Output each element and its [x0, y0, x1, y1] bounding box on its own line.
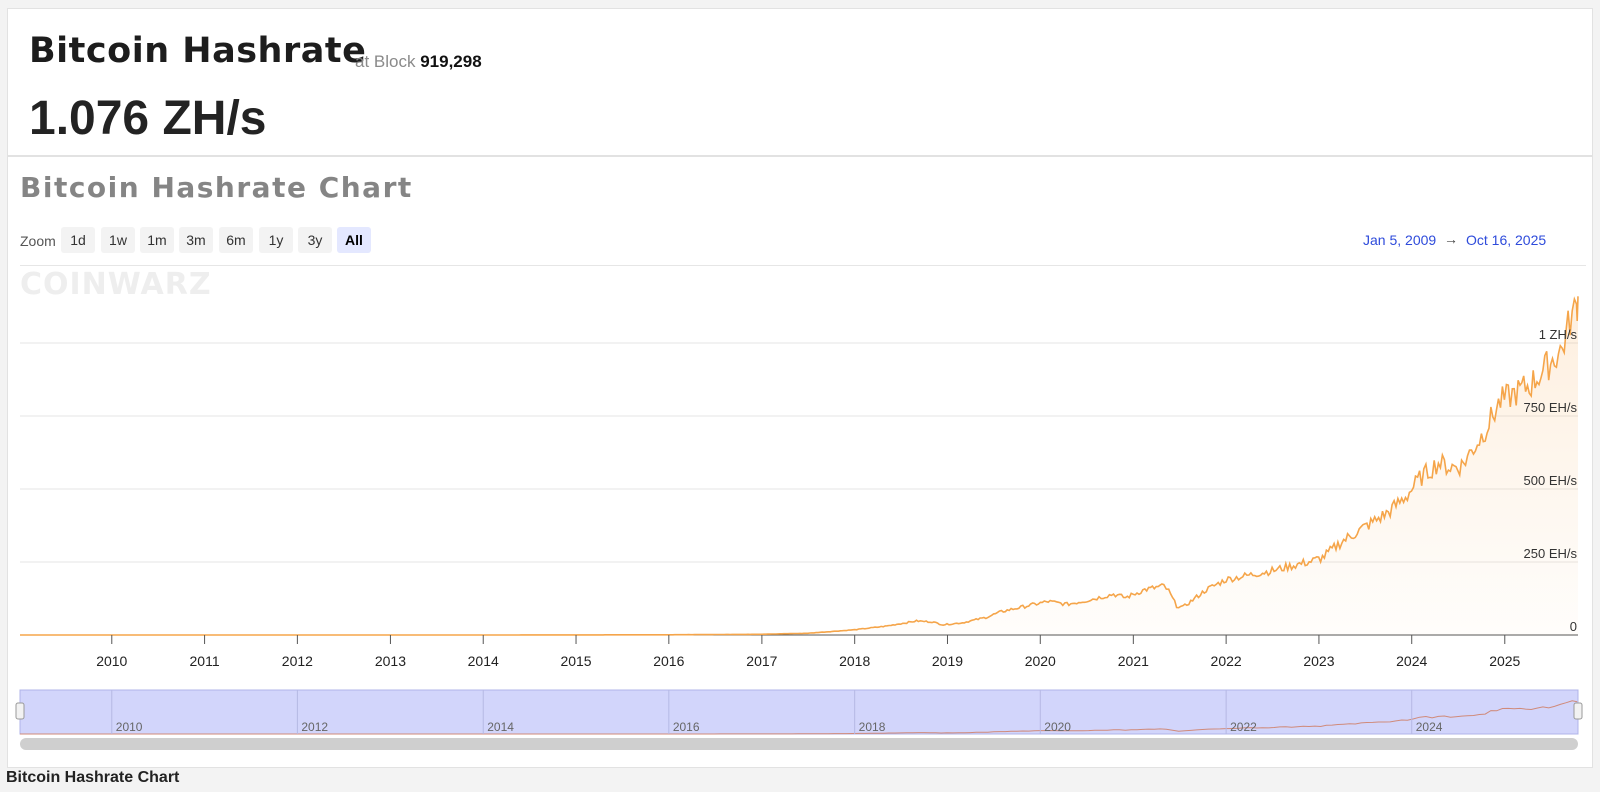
navigator-tick-label: 2020 — [1044, 720, 1071, 734]
block-number: 919,298 — [420, 52, 482, 71]
x-tick-label: 2023 — [1303, 653, 1334, 669]
block-info: at Block 919,298 — [355, 52, 482, 72]
range-from-input[interactable]: Jan 5, 2009 — [1363, 232, 1437, 248]
chart-caption: Bitcoin Hashrate Chart — [6, 769, 180, 786]
x-tick-label: 2016 — [653, 653, 684, 669]
navigator-line — [20, 700, 1578, 735]
x-tick-label: 2017 — [746, 653, 777, 669]
page-title: Bitcoin Hashrate — [29, 31, 367, 71]
navigator[interactable]: 2010 2012 2014 2016 2018 2020 2022 2024 — [15, 689, 1583, 750]
y-tick-label: 0 — [1570, 619, 1577, 634]
area-fill — [20, 296, 1578, 635]
navigator-left-handle[interactable] — [15, 702, 25, 720]
navigator-tick-label: 2024 — [1416, 720, 1443, 734]
x-tick-label: 2022 — [1211, 653, 1242, 669]
x-tick-label: 2012 — [282, 653, 313, 669]
x-tick-label: 2021 — [1118, 653, 1149, 669]
x-tick-label: 2013 — [375, 653, 406, 669]
x-tick-label: 2020 — [1025, 653, 1056, 669]
zoom-1m-button[interactable]: 1m — [140, 227, 174, 253]
navigator-tick-label: 2022 — [1230, 720, 1257, 734]
y-tick-label: 750 EH/s — [1524, 400, 1578, 415]
hashrate-line — [20, 296, 1579, 636]
navigator-selection — [19, 689, 1579, 735]
y-tick-label: 1 ZH/s — [1539, 327, 1578, 342]
block-prefix: at Block — [355, 52, 416, 71]
x-tick-label: 2025 — [1489, 653, 1520, 669]
navigator-right-handle[interactable] — [1573, 702, 1583, 720]
zoom-1d-button[interactable]: 1d — [61, 227, 95, 253]
navigator-tick-label: 2018 — [859, 720, 886, 734]
coinwarz-watermark: COINWARZ — [20, 267, 212, 302]
x-tick-label: 2011 — [190, 653, 220, 669]
zoom-3y-button[interactable]: 3y — [298, 227, 332, 253]
toolbar-divider — [20, 265, 1586, 266]
range-to-input[interactable]: Oct 16, 2025 — [1466, 232, 1547, 248]
zoom-6m-button[interactable]: 6m — [219, 227, 253, 253]
plot-area — [20, 296, 1579, 636]
zoom-1y-button[interactable]: 1y — [259, 227, 293, 253]
navigator-tick-label: 2012 — [301, 720, 328, 734]
hashrate-value: 1.076 ZH/s — [29, 92, 267, 145]
zoom-1w-button[interactable]: 1w — [101, 227, 135, 253]
y-tick-label: 250 EH/s — [1524, 546, 1578, 561]
zoom-all-button[interactable]: All — [337, 227, 371, 253]
navigator-tick-label: 2010 — [116, 720, 143, 734]
hashrate-chart: 2010 2011 2012 2013 2014 2015 2016 2017 2018 2019… — [15, 296, 1583, 750]
x-tick-label: 2019 — [932, 653, 963, 669]
x-tick-label: 2015 — [560, 653, 591, 669]
navigator-tick-label: 2014 — [487, 720, 514, 734]
x-tick-label: 2024 — [1396, 653, 1427, 669]
y-axis: 0 250 EH/s 500 EH/s 750 EH/s 1 ZH/s — [1524, 327, 1578, 634]
navigator-tick-label: 2016 — [673, 720, 700, 734]
x-axis: 2010 2011 2012 2013 2014 2015 2016 2017 2018 2019… — [96, 635, 1521, 669]
x-tick-label: 2018 — [839, 653, 870, 669]
zoom-3m-button[interactable]: 3m — [179, 227, 213, 253]
chart-card: Bitcoin Hashrate Chart Zoom 1d 1w 1m 3m … — [7, 156, 1593, 768]
navigator-scrollbar[interactable] — [20, 738, 1578, 750]
x-tick-label: 2010 — [96, 653, 127, 669]
arrow-right-icon: → — [1444, 231, 1458, 247]
y-tick-label: 500 EH/s — [1524, 473, 1578, 488]
x-tick-label: 2014 — [468, 653, 499, 669]
header-card: Bitcoin Hashrate at Block 919,298 1.076 … — [7, 8, 1593, 156]
zoom-label: Zoom — [20, 233, 56, 249]
chart-title: Bitcoin Hashrate Chart — [20, 171, 413, 204]
